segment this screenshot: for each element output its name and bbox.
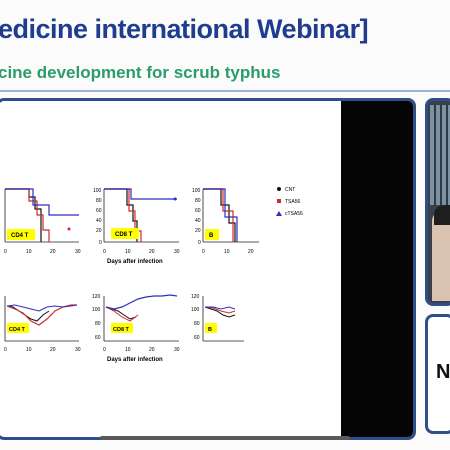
survival-panel-cd8: 100 80 60 40 20 0 CD8 T 0 10 20 30 Days … [93,188,180,265]
weight-panel-b: 120 100 80 60 B [191,294,244,342]
svg-text:40: 40 [195,218,201,224]
svg-text:10: 10 [125,347,131,353]
svg-text:80: 80 [195,198,201,204]
svg-text:80: 80 [194,321,200,327]
chart-legend: CNT TSA56 cTSA56 [276,187,303,217]
svg-text:80: 80 [96,198,102,204]
svg-text:CD8 T: CD8 T [113,327,130,333]
svg-text:0: 0 [103,249,106,255]
svg-text:30: 30 [75,347,81,353]
svg-text:20: 20 [195,228,201,234]
panel-tag [7,229,35,240]
svg-text:120: 120 [92,294,101,300]
svg-text:60: 60 [95,335,101,341]
svg-text:10: 10 [125,249,131,255]
svg-text:80: 80 [95,321,101,327]
svg-text:20: 20 [149,249,155,255]
svg-text:60: 60 [96,208,102,214]
svg-text:0: 0 [198,240,201,246]
survival-panel-b: 100 80 60 40 20 0 B 0 10 20 [192,188,259,255]
svg-text:60: 60 [195,208,201,214]
slide-subtitle: cine development for scrub typhus [0,63,281,82]
svg-text:30: 30 [75,249,81,255]
svg-text:100: 100 [192,188,201,194]
svg-text:100: 100 [92,307,101,313]
svg-text:CD4 T: CD4 T [9,327,26,333]
x-axis-label: Days after infection [107,259,163,265]
slide-black-area [341,101,413,437]
presenter-face [432,211,450,301]
svg-text:Days after infection: Days after infection [107,357,163,363]
svg-text:0: 0 [202,249,205,255]
svg-text:20: 20 [50,347,56,353]
weight-panel-cd4: CD4 T 0 10 20 30 [4,296,81,353]
window-blinds [430,105,450,205]
svg-text:20: 20 [50,249,56,255]
header-divider [0,90,450,92]
svg-text:CNT: CNT [285,187,295,193]
svg-text:60: 60 [194,335,200,341]
svg-text:CD8 T: CD8 T [115,232,133,238]
svg-text:10: 10 [26,249,32,255]
panel-tag-label: CD4 T [11,233,29,239]
svg-text:TSA56: TSA56 [285,199,301,205]
svg-text:20: 20 [248,249,254,255]
svg-text:0: 0 [99,240,102,246]
shared-slide: CD4 T 0 10 20 30 100 80 60 40 20 0 CD8 T… [0,98,416,440]
svg-text:100: 100 [191,307,200,313]
svg-text:20: 20 [96,228,102,234]
svg-text:120: 120 [191,294,200,300]
svg-text:30: 30 [174,249,180,255]
presenter-video[interactable] [425,98,450,306]
svg-text:100: 100 [93,188,102,194]
presenter-hair [434,205,450,225]
svg-text:40: 40 [96,218,102,224]
weight-panel-cd8: 120 100 80 60 CD8 T 0 10 20 30 Days afte… [92,294,180,363]
svg-text:0: 0 [4,347,7,353]
svg-text:0: 0 [4,249,7,255]
figure-canvas: CD4 T 0 10 20 30 100 80 60 40 20 0 CD8 T… [4,187,303,363]
svg-text:10: 10 [224,249,230,255]
svg-text:0: 0 [103,347,106,353]
svg-text:cTSA56: cTSA56 [285,211,303,217]
survival-panel-cd4: CD4 T 0 10 20 30 [4,188,81,255]
presenter-name-card: N [425,314,450,434]
svg-text:B: B [209,233,214,239]
svg-text:30: 30 [174,347,180,353]
svg-text:20: 20 [149,347,155,353]
webinar-title: edicine international Webinar] [0,14,369,44]
presenter-name: N [436,361,450,383]
svg-text:B: B [208,327,212,333]
video-scrub-bar[interactable] [100,436,350,440]
svg-text:10: 10 [26,347,32,353]
